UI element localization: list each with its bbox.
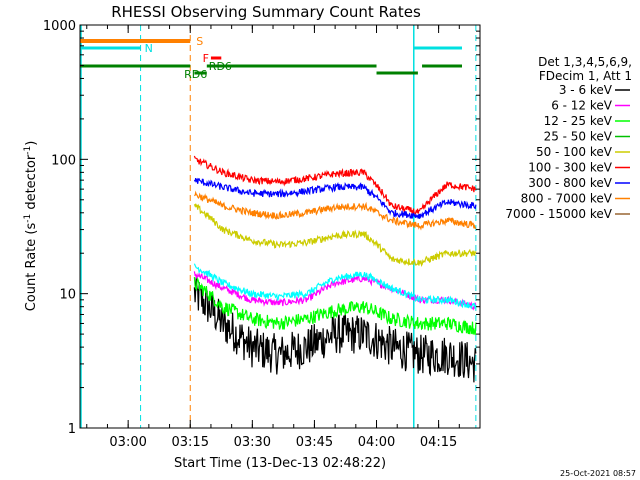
legend-label: 6 - 12 keV (551, 99, 613, 113)
x-axis: 03:00 03:15 03:30 03:45 04:00 04:15 (86, 25, 481, 450)
x-tick-label: 03:00 (109, 435, 146, 450)
legend: Det 1,3,4,5,6,9, FDecim 1, Att 1 3 - 6 k… (505, 55, 632, 221)
y-tick-label: 100 (51, 153, 76, 168)
x-axis-label: Start Time (13-Dec-13 02:48:22) (174, 456, 386, 471)
legend-label: 12 - 25 keV (544, 114, 613, 128)
flag-label: S (196, 35, 203, 48)
series-line-2 (193, 276, 477, 336)
flag-label: F (203, 52, 209, 65)
legend-label: 800 - 7000 keV (521, 192, 613, 206)
flag-label: RD6 (184, 68, 207, 81)
flag-label: N (145, 42, 153, 55)
series-line-4 (193, 203, 477, 267)
chart-title: RHESSI Observing Summary Count Rates (111, 3, 421, 21)
y-tick-label: 1000 (43, 19, 76, 34)
timestamp: 25-Oct-2021 08:57 (560, 469, 636, 478)
series-line-3 (193, 263, 477, 310)
legend-label: 300 - 800 keV (528, 176, 612, 190)
y-tick-label: 1 (68, 422, 76, 437)
x-tick-label: 03:15 (172, 435, 209, 450)
series-line-7 (194, 190, 477, 231)
y-axis: 1 10 100 1000 (43, 19, 480, 437)
legend-label: 100 - 300 keV (528, 161, 612, 175)
plot-frame (79, 24, 481, 429)
y-tick-label: 10 (59, 288, 76, 303)
legend-label: 3 - 6 keV (559, 83, 613, 97)
series-layer (193, 155, 477, 383)
series-line-6 (193, 177, 477, 219)
series-line-1 (193, 271, 477, 311)
x-tick-label: 03:30 (234, 435, 271, 450)
legend-header-1: Det 1,3,4,5,6,9, (538, 55, 632, 69)
legend-label: 7000 - 15000 keV (505, 207, 612, 221)
x-tick-label: 04:15 (420, 435, 457, 450)
x-tick-label: 04:00 (358, 435, 395, 450)
x-tick-label: 03:45 (296, 435, 333, 450)
y-axis-label: Count Rate (s-1 detector-1) (23, 141, 39, 312)
legend-label: 25 - 50 keV (544, 130, 613, 144)
series-line-0 (193, 275, 477, 383)
series-line-5 (193, 155, 477, 215)
legend-header-2: FDecim 1, Att 1 (539, 69, 632, 83)
legend-label: 50 - 100 keV (536, 145, 613, 159)
flag-label: RD6 (209, 60, 232, 73)
